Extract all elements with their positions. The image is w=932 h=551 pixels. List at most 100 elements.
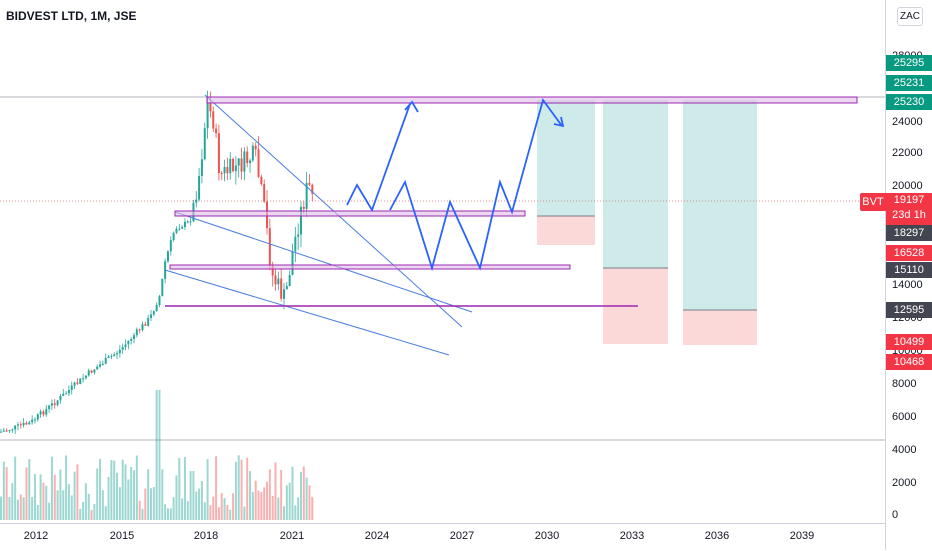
bar-countdown: 23d 1h <box>892 209 926 221</box>
time-axis[interactable]: 2012 2015 2018 2021 2024 2027 2030 2033 … <box>0 523 885 551</box>
volume-bar <box>189 471 192 520</box>
candle-body <box>212 111 215 129</box>
candle-body <box>14 425 17 430</box>
volume-bar <box>130 466 133 520</box>
trendline-2[interactable] <box>174 211 473 313</box>
price-label: 10468 <box>886 354 932 370</box>
volume-bar <box>274 462 277 520</box>
volume-bar <box>263 487 266 520</box>
volume-bar <box>226 504 229 520</box>
candle-body <box>11 429 14 431</box>
volume-bar <box>110 460 113 520</box>
long-position-3-stop[interactable] <box>683 310 757 345</box>
candle-body <box>67 390 70 394</box>
long-position-3-target[interactable] <box>683 100 757 310</box>
candle-body <box>166 251 169 262</box>
x-tick: 2039 <box>789 530 815 542</box>
candle-body <box>155 305 158 312</box>
volume-bar <box>183 456 186 520</box>
candle-body <box>254 145 257 150</box>
volume-bar <box>237 455 240 520</box>
price-label: 16528 <box>886 245 932 261</box>
price-chart[interactable] <box>0 0 885 523</box>
long-position-1-stop[interactable] <box>537 216 595 245</box>
volume-bar <box>59 469 62 520</box>
candle-body <box>42 411 45 415</box>
candle-body <box>36 414 39 420</box>
volume-bar <box>181 498 184 520</box>
candle-body <box>152 311 155 315</box>
candle-body <box>249 160 252 164</box>
volume-bar <box>116 472 119 520</box>
candle-body <box>113 354 116 356</box>
candle-body <box>28 422 31 425</box>
volume-bar <box>138 500 141 520</box>
volume-bar <box>166 508 169 520</box>
volume-bar <box>206 459 209 520</box>
long-position-2-target[interactable] <box>603 100 668 268</box>
volume-bar <box>87 493 90 520</box>
volume-bar <box>90 509 93 520</box>
projection-path-1[interactable] <box>346 103 411 213</box>
volume-bar <box>31 497 34 520</box>
candle-body <box>291 251 294 275</box>
candle-body <box>118 349 121 354</box>
candle-body <box>110 355 113 357</box>
y-tick: 0 <box>892 509 899 521</box>
candle-body <box>76 382 79 384</box>
volume-bar <box>195 491 198 520</box>
volume-bar <box>22 497 25 520</box>
candle-body <box>141 324 144 330</box>
resistance-zone[interactable] <box>206 96 858 104</box>
candle-body <box>147 318 150 326</box>
candle-body <box>2 430 5 432</box>
volume-bar <box>220 493 223 520</box>
volume-bar <box>28 459 31 520</box>
y-tick: 22000 <box>892 147 923 159</box>
long-position-1-target[interactable] <box>537 100 595 216</box>
volume-bar <box>84 483 87 520</box>
support-zone-1[interactable] <box>174 210 526 217</box>
volume-bar <box>36 505 39 520</box>
candle-body <box>124 344 127 348</box>
symbol-tag[interactable]: BVT <box>860 193 886 211</box>
volume-bar <box>53 474 56 520</box>
volume-bar <box>215 456 218 520</box>
candle-body <box>257 149 260 177</box>
volume-bar <box>79 508 82 520</box>
support-zone-2[interactable] <box>169 264 571 270</box>
candle-body <box>31 419 34 423</box>
volume-bar <box>277 497 280 520</box>
volume-bar <box>155 390 158 520</box>
candle-body <box>283 289 285 299</box>
volume-bar <box>8 497 11 520</box>
currency-button[interactable]: ZAC <box>897 7 923 26</box>
candle-body <box>217 133 220 174</box>
candle-body <box>172 232 175 241</box>
candle-body <box>203 128 206 160</box>
volume-bar <box>251 492 254 520</box>
candlesticks[interactable] <box>0 90 314 435</box>
candle-body <box>138 329 141 331</box>
candle-body <box>90 370 93 373</box>
candle-body <box>16 424 19 426</box>
volume-bar <box>223 498 226 520</box>
volume-bar <box>67 484 70 520</box>
candle-body <box>195 199 198 203</box>
trendline-3[interactable] <box>164 269 450 356</box>
volume-bar <box>104 506 107 520</box>
volume-bar <box>99 458 102 520</box>
x-tick: 2030 <box>534 530 560 542</box>
candle-body <box>274 275 277 285</box>
volume-bar <box>203 502 206 520</box>
projection-path-2[interactable] <box>389 97 563 272</box>
volume-bar <box>82 501 85 520</box>
volume-bar <box>254 480 257 520</box>
chart-area[interactable]: BIDVEST LTD, 1M, JSE <box>0 0 885 523</box>
price-label: 15110 <box>886 262 932 278</box>
volume-bar <box>2 461 5 520</box>
volume-bar <box>257 490 260 520</box>
volume-bar <box>178 457 181 520</box>
candle-body <box>178 228 181 230</box>
candle-body <box>133 335 136 339</box>
